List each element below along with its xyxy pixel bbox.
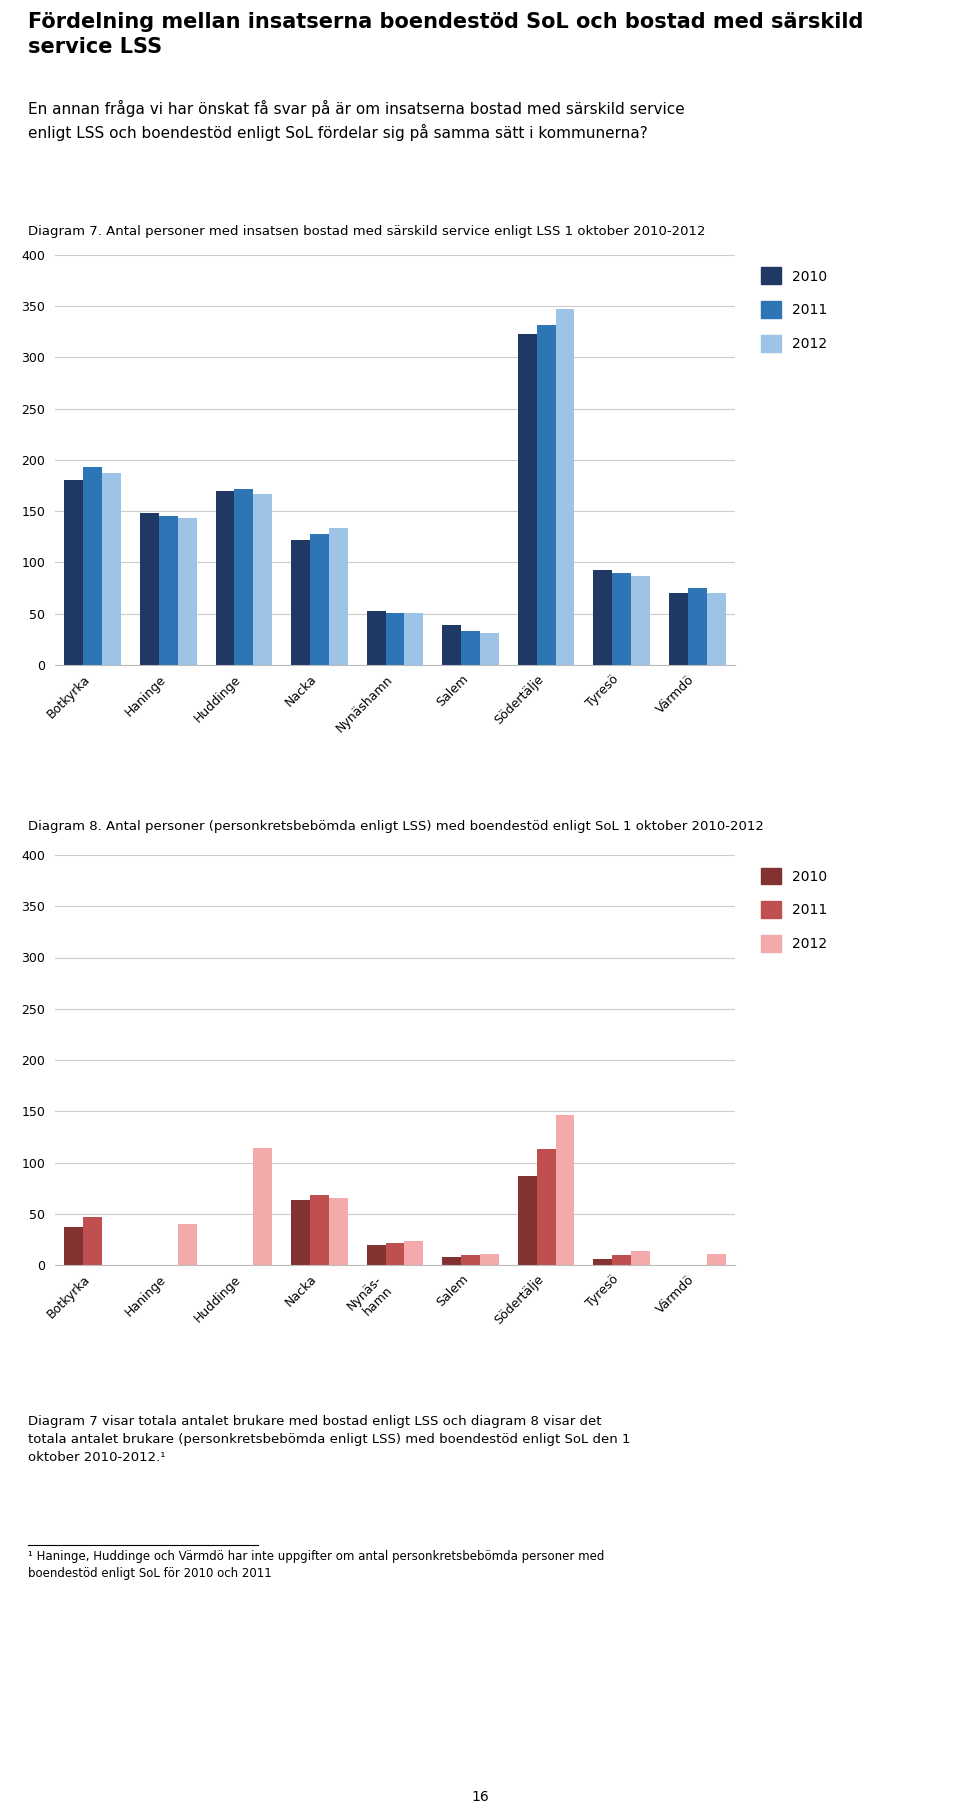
Bar	[367, 1245, 386, 1265]
Bar	[517, 333, 537, 665]
Bar	[178, 518, 197, 665]
Bar	[329, 527, 348, 665]
Bar	[537, 324, 556, 665]
Bar	[386, 1243, 404, 1265]
Bar	[480, 1254, 499, 1265]
Bar	[253, 495, 273, 665]
Bar	[707, 593, 726, 665]
Bar	[64, 1227, 84, 1265]
Bar	[84, 467, 102, 665]
Bar	[631, 576, 650, 665]
Bar	[386, 612, 404, 665]
Bar	[291, 1200, 310, 1265]
Text: Fördelning mellan insatserna boendestöd SoL och bostad med särskild
service LSS: Fördelning mellan insatserna boendestöd …	[28, 13, 863, 56]
Bar	[556, 310, 574, 665]
Bar	[367, 611, 386, 665]
Bar	[480, 632, 499, 665]
Text: Diagram 8. Antal personer (personkretsbebömda enligt LSS) med boendestöd enligt : Diagram 8. Antal personer (personkretsbe…	[28, 821, 764, 834]
Bar	[687, 589, 707, 665]
Bar	[84, 1218, 102, 1265]
Bar	[159, 516, 178, 665]
Bar	[631, 1250, 650, 1265]
Bar	[404, 1241, 423, 1265]
Bar	[461, 631, 480, 665]
Bar	[669, 593, 687, 665]
Bar	[253, 1149, 273, 1265]
Text: ¹ Haninge, Huddinge och Värmdö har inte uppgifter om antal personkretsbebömda pe: ¹ Haninge, Huddinge och Värmdö har inte …	[28, 1549, 605, 1580]
Bar	[461, 1254, 480, 1265]
Text: Diagram 7. Antal personer med insatsen bostad med särskild service enligt LSS 1 : Diagram 7. Antal personer med insatsen b…	[28, 225, 706, 237]
Bar	[537, 1149, 556, 1265]
Bar	[404, 612, 423, 665]
Bar	[140, 513, 159, 665]
Bar	[310, 535, 329, 665]
Bar	[593, 1259, 612, 1265]
Bar	[556, 1116, 574, 1265]
Bar	[612, 1254, 631, 1265]
Bar	[310, 1196, 329, 1265]
Bar	[612, 573, 631, 665]
Legend: 2010, 2011, 2012: 2010, 2011, 2012	[756, 863, 832, 957]
Bar	[291, 540, 310, 665]
Bar	[234, 489, 253, 665]
Bar	[707, 1254, 726, 1265]
Bar	[443, 625, 461, 665]
Bar	[102, 473, 121, 665]
Bar	[329, 1198, 348, 1265]
Legend: 2010, 2011, 2012: 2010, 2011, 2012	[756, 263, 832, 357]
Bar	[216, 491, 234, 665]
Bar	[443, 1258, 461, 1265]
Text: 16: 16	[471, 1790, 489, 1805]
Text: Diagram 7 visar totala antalet brukare med bostad enligt LSS och diagram 8 visar: Diagram 7 visar totala antalet brukare m…	[28, 1415, 631, 1464]
Bar	[64, 480, 84, 665]
Bar	[517, 1176, 537, 1265]
Bar	[593, 569, 612, 665]
Text: En annan fråga vi har önskat få svar på är om insatserna bostad med särskild ser: En annan fråga vi har önskat få svar på …	[28, 100, 684, 141]
Bar	[178, 1223, 197, 1265]
